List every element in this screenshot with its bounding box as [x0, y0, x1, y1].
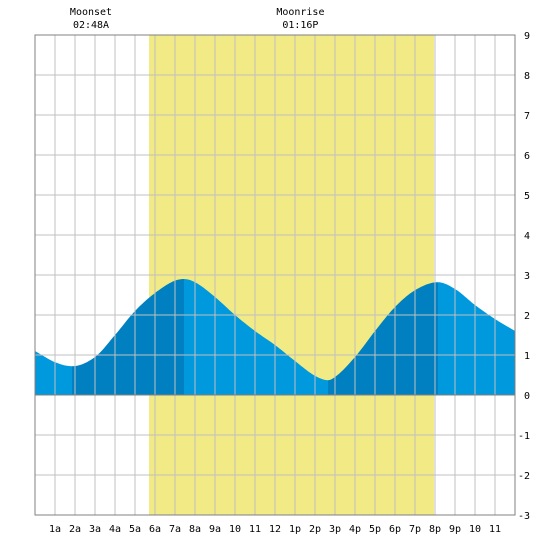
x-tick-label: 1p [289, 524, 301, 535]
moon-events: Moonset 02:48A Moonrise 01:16P [70, 7, 325, 31]
y-tick-label: 3 [524, 271, 530, 282]
x-tick-label: 4p [349, 524, 361, 535]
x-tick-label: 10 [469, 524, 481, 535]
moon-event-label: Moonset [70, 7, 112, 18]
x-tick-label: 7a [169, 524, 181, 535]
x-tick-label: 5a [129, 524, 141, 535]
y-tick-label: -2 [518, 471, 530, 482]
y-tick-label: 0 [524, 391, 530, 402]
rising-tide-segment [72, 279, 184, 395]
y-tick-label: -3 [518, 511, 530, 522]
moon-event-time: 01:16P [282, 20, 318, 31]
x-tick-label: 9p [449, 524, 461, 535]
x-tick-label: 12 [269, 524, 281, 535]
x-tick-label: 5p [369, 524, 381, 535]
x-tick-label: 6p [389, 524, 401, 535]
x-tick-label: 2a [69, 524, 81, 535]
x-tick-label: 3a [89, 524, 101, 535]
x-tick-label: 8a [189, 524, 201, 535]
x-tick-label: 2p [309, 524, 321, 535]
y-tick-label: 6 [524, 151, 530, 162]
x-tick-label: 9a [209, 524, 221, 535]
x-tick-label: 6a [149, 524, 161, 535]
y-tick-label: 7 [524, 111, 530, 122]
x-tick-labels: 1a 2a 3a 4a 5a 6a 7a 8a 9a 10 11 12 1p 2p 3p 4p 5p 6p 7p 8p… [49, 524, 501, 535]
tide-area-layer [35, 279, 515, 395]
moon-event-label: Moonrise [276, 7, 324, 18]
y-tick-label: 5 [524, 191, 530, 202]
x-tick-label: 10 [229, 524, 241, 535]
x-tick-label: 1a [49, 524, 61, 535]
x-tick-label: 8p [429, 524, 441, 535]
y-tick-label: 9 [524, 31, 530, 42]
y-tick-label: 1 [524, 351, 530, 362]
falling-tide-segment [184, 279, 328, 395]
falling-tide-segment [438, 282, 515, 395]
x-tick-label: 11 [249, 524, 261, 535]
plot-border [34, 34, 516, 516]
moon-event-time: 02:48A [73, 20, 109, 31]
x-tick-label: 7p [409, 524, 421, 535]
x-tick-label: 3p [329, 524, 341, 535]
y-tick-labels: -3 -2 -1 0 1 2 3 4 5 6 7 8 9 [518, 31, 530, 522]
falling-tide-segment [35, 351, 72, 395]
y-tick-label: 8 [524, 71, 530, 82]
x-tick-label: 11 [489, 524, 501, 535]
y-tick-label: -1 [518, 431, 530, 442]
y-tick-label: 4 [524, 231, 530, 242]
x-tick-label: 4a [109, 524, 121, 535]
y-tick-label: 2 [524, 311, 530, 322]
